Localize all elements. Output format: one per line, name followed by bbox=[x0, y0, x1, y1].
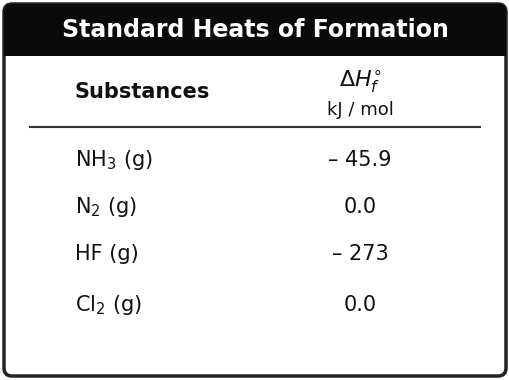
Text: Substances: Substances bbox=[75, 82, 210, 102]
Text: – 45.9: – 45.9 bbox=[328, 150, 391, 170]
Text: $\mathrm{Cl_{2}}$ (g): $\mathrm{Cl_{2}}$ (g) bbox=[75, 293, 142, 317]
Text: $\mathrm{N_{2}}$ (g): $\mathrm{N_{2}}$ (g) bbox=[75, 195, 137, 219]
Bar bbox=[4, 30, 505, 56]
FancyBboxPatch shape bbox=[4, 4, 505, 56]
Text: kJ / mol: kJ / mol bbox=[326, 101, 392, 119]
Text: – 273: – 273 bbox=[331, 244, 388, 264]
Text: $\Delta H^{\circ}_{f}$: $\Delta H^{\circ}_{f}$ bbox=[338, 69, 381, 95]
FancyBboxPatch shape bbox=[4, 4, 505, 376]
Text: HF (g): HF (g) bbox=[75, 244, 138, 264]
Text: 0.0: 0.0 bbox=[343, 197, 376, 217]
Text: $\mathrm{NH_{3}}$ (g): $\mathrm{NH_{3}}$ (g) bbox=[75, 148, 153, 172]
Text: Standard Heats of Formation: Standard Heats of Formation bbox=[62, 18, 447, 42]
Text: 0.0: 0.0 bbox=[343, 295, 376, 315]
